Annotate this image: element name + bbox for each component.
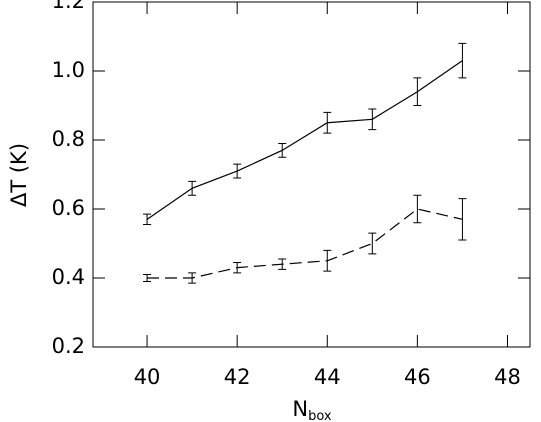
y-tick-label: 0.8 xyxy=(52,127,85,151)
x-axis-label: Nbox xyxy=(292,397,332,422)
error-bar xyxy=(143,274,152,282)
data-line xyxy=(146,60,463,220)
x-tick-label: 48 xyxy=(494,365,521,389)
error-bar xyxy=(458,198,467,241)
y-axis-label: ΔT (K) xyxy=(7,143,31,207)
data-line xyxy=(147,208,463,279)
y-tick-label: 0.4 xyxy=(52,265,85,289)
error-bar xyxy=(323,249,332,272)
error-bar xyxy=(323,111,332,134)
error-bar xyxy=(278,258,287,270)
x-tick-label: 40 xyxy=(134,365,161,389)
x-tick-label: 42 xyxy=(224,365,251,389)
error-bar xyxy=(368,108,377,131)
error-bar xyxy=(413,77,422,106)
y-tick-label: 0.6 xyxy=(52,196,85,220)
error-bar xyxy=(233,163,242,179)
x-label-main: N xyxy=(292,397,308,421)
y-tick-label: 1.0 xyxy=(52,58,85,82)
y-tick-label: 0.2 xyxy=(52,334,85,358)
error-bar xyxy=(143,213,152,226)
error-bar xyxy=(458,42,467,79)
error-bar xyxy=(278,142,287,158)
error-bar xyxy=(188,180,197,196)
plot-frame xyxy=(92,1,531,348)
error-bar xyxy=(413,194,422,224)
x-label-sub: box xyxy=(308,409,332,422)
x-tick-label: 44 xyxy=(314,365,341,389)
error-bar xyxy=(233,261,242,274)
error-bar xyxy=(368,232,377,255)
x-tick-label: 46 xyxy=(404,365,431,389)
y-tick-label: 1.2 xyxy=(52,0,85,13)
error-bar xyxy=(188,272,197,284)
